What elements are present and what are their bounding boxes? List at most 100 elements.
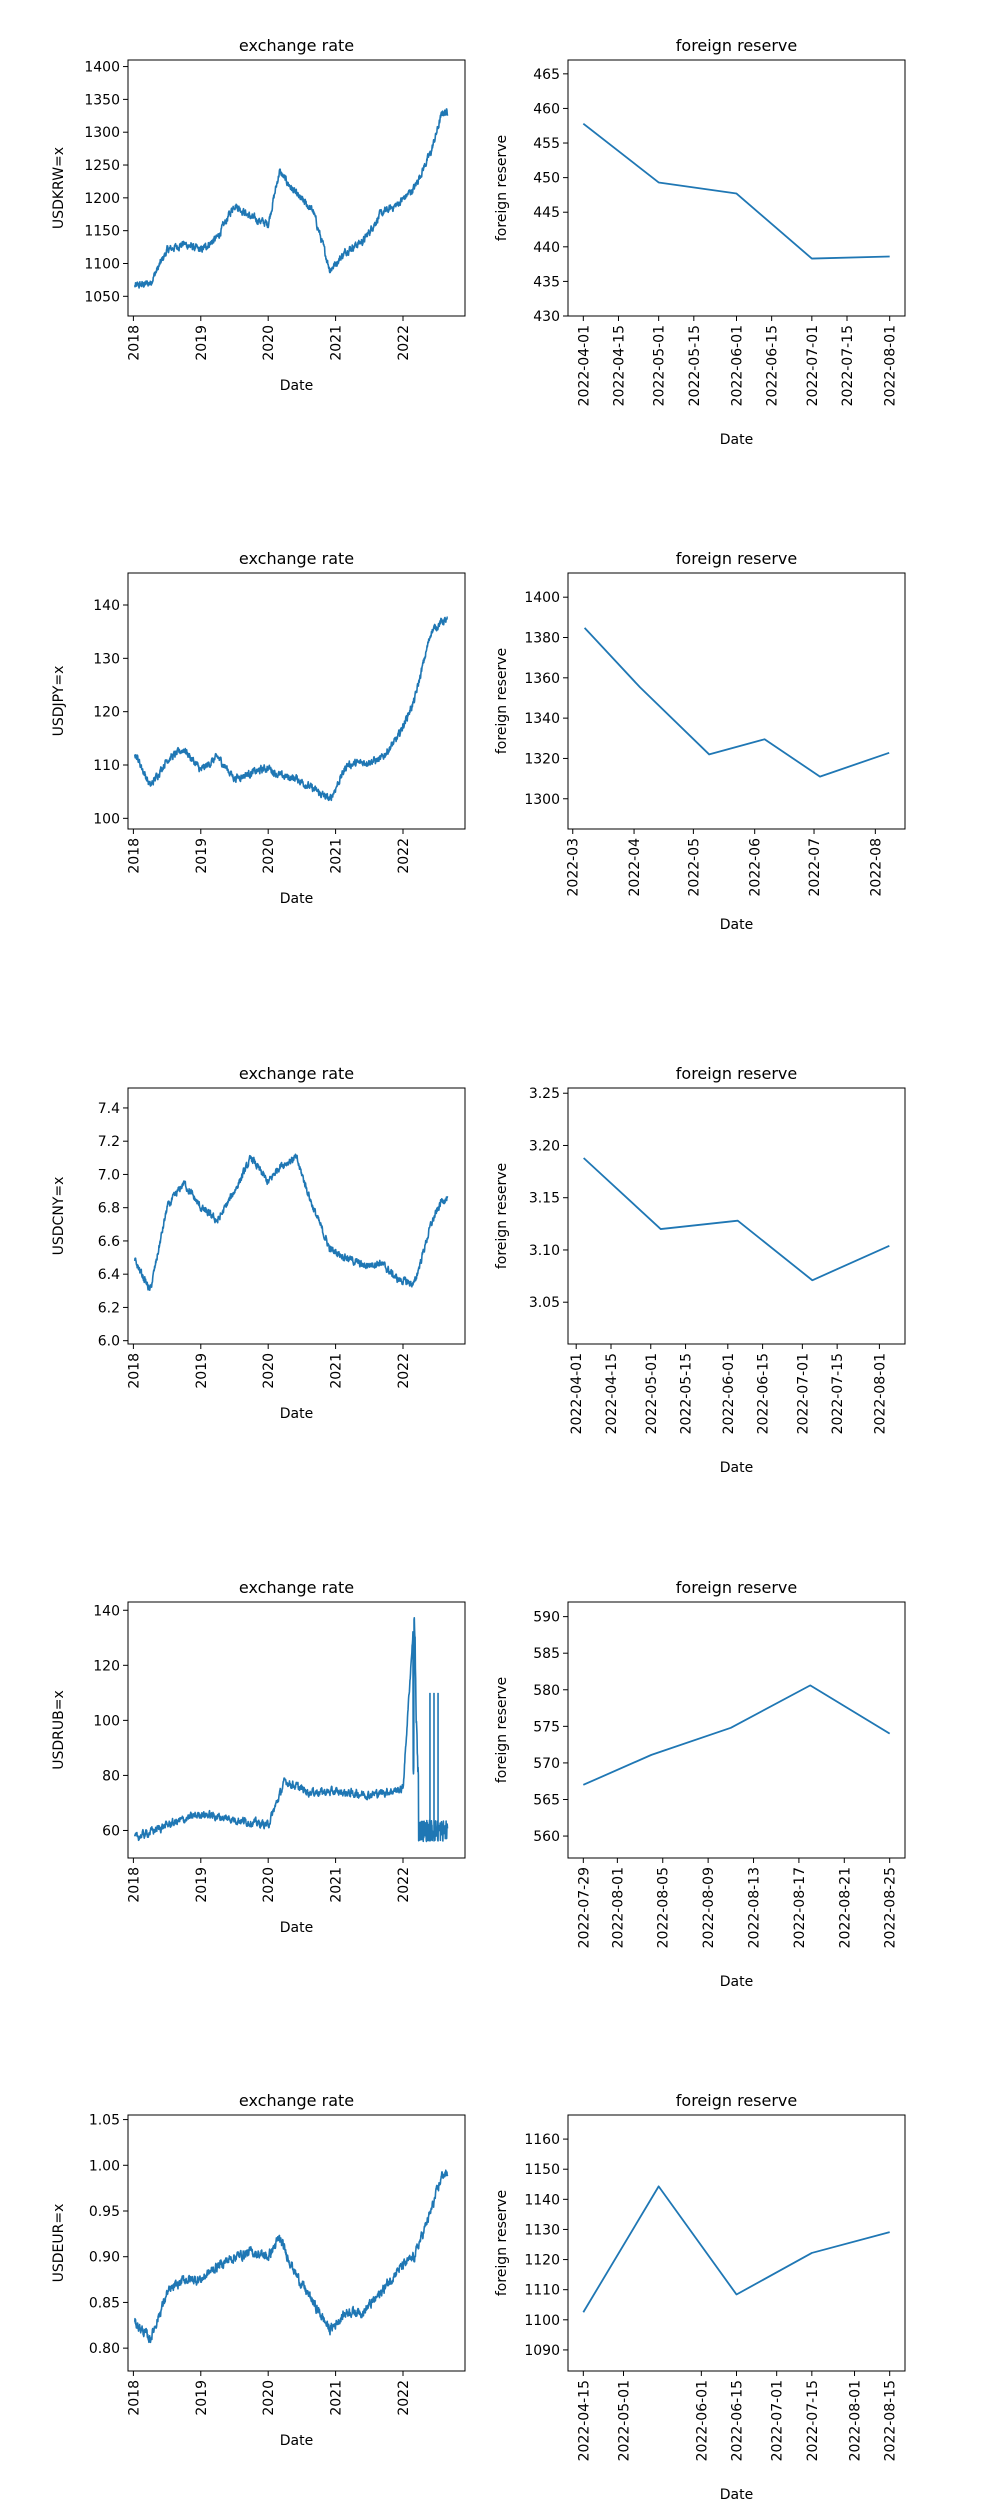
x-tick-label: 2018 <box>126 325 142 361</box>
x-tick-label: 2020 <box>261 1867 277 1903</box>
y-tick-label: 435 <box>533 274 560 290</box>
x-axis-label: Date <box>720 1974 753 1990</box>
y-tick-label: 1380 <box>524 631 560 647</box>
x-tick-label: 2022-03 <box>566 838 582 897</box>
y-axis-label: USDJPY=x <box>51 666 67 737</box>
x-tick-label: 2022 <box>396 2380 412 2416</box>
chart-title: foreign reserve <box>676 1064 797 1083</box>
x-tick-label: 2022-05-01 <box>652 325 668 406</box>
x-tick-label: 2022-08 <box>868 838 884 897</box>
y-axis-label: foreign reserve <box>494 1163 510 1269</box>
y-tick-label: 3.05 <box>529 1295 560 1311</box>
x-axis-label: Date <box>720 1460 753 1476</box>
x-axis-label: Date <box>280 2433 313 2449</box>
y-tick-label: 465 <box>533 67 560 83</box>
x-tick-label: 2022-05 <box>686 838 702 897</box>
y-tick-label: 140 <box>93 598 120 614</box>
y-tick-label: 0.95 <box>89 2204 120 2220</box>
x-tick-label: 2022-07 <box>807 838 823 897</box>
y-tick-label: 1200 <box>84 191 120 207</box>
y-tick-label: 460 <box>533 101 560 117</box>
y-tick-label: 130 <box>93 651 120 667</box>
chart-7: exchange rate 60 80 100 120 140 USDRUB=x 2018 20… <box>51 1578 466 1936</box>
x-tick-label: 2022 <box>396 838 412 874</box>
y-tick-label: 120 <box>93 705 120 721</box>
y-tick-label: 1160 <box>524 2132 560 2148</box>
x-tick-label: 2022-07-15 <box>805 2380 821 2461</box>
x-tick-label: 2022-07-29 <box>576 1867 592 1948</box>
y-tick-label: 7.0 <box>98 1167 120 1183</box>
plot-frame <box>127 1087 466 1345</box>
y-tick-label: 1140 <box>524 2192 560 2208</box>
x-tick-label: 2021 <box>329 325 345 361</box>
x-tick-label: 2022-04-01 <box>576 325 592 406</box>
x-tick-label: 2022-08-09 <box>701 1867 717 1948</box>
y-tick-label: 1300 <box>524 792 560 808</box>
y-tick-label: 430 <box>533 309 560 325</box>
y-tick-label: 1120 <box>524 2253 560 2269</box>
x-axis-label: Date <box>720 2487 753 2503</box>
y-tick-label: 1.05 <box>89 2113 120 2129</box>
x-tick-label: 2022-04 <box>627 838 643 897</box>
y-tick-label: 1130 <box>524 2222 560 2238</box>
x-tick-label: 2022 <box>396 325 412 361</box>
chart-10: foreign reserve 1090 1100 1110 1120 1130 1140 1… <box>494 2091 906 2503</box>
y-tick-label: 445 <box>533 205 560 221</box>
y-tick-label: 1110 <box>524 2283 560 2299</box>
plot-frame <box>127 572 466 830</box>
x-tick-label: 2022-04-15 <box>611 325 627 406</box>
x-tick-label: 2022-04-15 <box>576 2380 592 2461</box>
y-tick-label: 1350 <box>84 92 120 108</box>
y-axis-label: foreign reserve <box>494 1677 510 1783</box>
y-tick-label: 1400 <box>524 590 560 606</box>
y-axis-label: foreign reserve <box>494 648 510 754</box>
plot-frame <box>127 2114 466 2372</box>
x-tick-label: 2022-05-01 <box>616 2380 632 2461</box>
y-tick-label: 0.85 <box>89 2295 120 2311</box>
y-tick-label: 1250 <box>84 158 120 174</box>
x-tick-label: 2022-08-01 <box>883 325 899 406</box>
x-tick-label: 2022-06-15 <box>756 1353 772 1434</box>
x-tick-label: 2022-08-21 <box>837 1867 853 1948</box>
y-tick-label: 1340 <box>524 711 560 727</box>
y-tick-label: 3.10 <box>529 1243 560 1259</box>
x-tick-label: 2021 <box>329 2380 345 2416</box>
y-tick-label: 1300 <box>84 125 120 141</box>
x-axis-label: Date <box>280 891 313 907</box>
x-tick-label: 2020 <box>261 2380 277 2416</box>
series-line <box>582 2185 890 2313</box>
x-tick-label: 2022-07-01 <box>770 2380 786 2461</box>
x-tick-label: 2022-06-15 <box>730 2380 746 2461</box>
y-tick-label: 455 <box>533 136 560 152</box>
x-tick-label: 2019 <box>194 838 210 874</box>
y-tick-label: 6.6 <box>98 1234 120 1250</box>
series-line <box>133 1616 449 1843</box>
x-tick-label: 2022-07-15 <box>830 1353 846 1434</box>
y-tick-label: 1150 <box>524 2162 560 2178</box>
chart-4: foreign reserve 1300 1320 1340 1360 1380 1400 f… <box>494 549 906 933</box>
x-tick-label: 2022-08-05 <box>656 1867 672 1948</box>
y-tick-label: 565 <box>533 1792 560 1808</box>
series-line <box>583 627 890 778</box>
chart-2: foreign reserve 430 435 440 445 450 455 460 465 f… <box>494 36 906 448</box>
x-tick-label: 2018 <box>126 1353 142 1389</box>
chart-title: exchange rate <box>239 36 354 55</box>
y-tick-label: 1360 <box>524 671 560 687</box>
plot-frame <box>567 1601 906 1859</box>
y-tick-label: 110 <box>93 758 120 774</box>
plot-frame <box>127 1601 466 1859</box>
chart-title: exchange rate <box>239 2091 354 2110</box>
chart-title: foreign reserve <box>676 1578 797 1597</box>
x-tick-label: 2022-08-15 <box>883 2380 899 2461</box>
series-line <box>133 616 448 802</box>
chart-1: exchange rate 1050 1100 1150 1200 1250 1300 135… <box>51 36 466 394</box>
y-tick-label: 580 <box>533 1683 560 1699</box>
x-tick-label: 2018 <box>126 2380 142 2416</box>
y-tick-label: 0.80 <box>89 2341 120 2357</box>
plot-frame <box>567 572 906 830</box>
x-tick-label: 2022-05-15 <box>679 1353 695 1434</box>
y-tick-label: 440 <box>533 240 560 256</box>
x-tick-label: 2022-06-15 <box>765 325 781 406</box>
x-tick-label: 2021 <box>329 1867 345 1903</box>
